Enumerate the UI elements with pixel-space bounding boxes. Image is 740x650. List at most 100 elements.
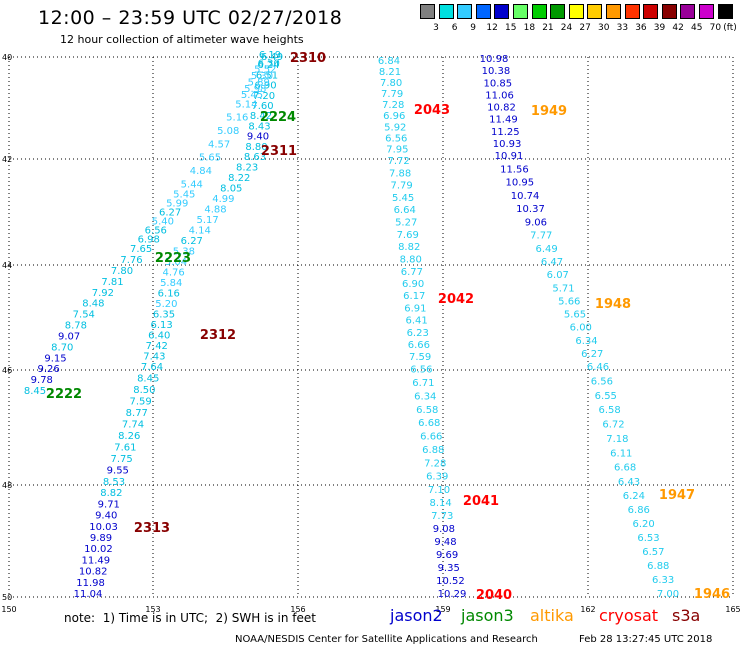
swh-value: 6.13 [150, 320, 172, 331]
swh-value: 10.91 [495, 151, 524, 162]
swh-value: 5.45 [392, 193, 414, 204]
swh-value: 4.57 [208, 139, 230, 150]
swh-value: 7.88 [389, 168, 411, 179]
pass-time-label: 1948 [595, 297, 631, 312]
swh-value: 6.27 [181, 236, 203, 247]
swh-value: 6.24 [623, 491, 645, 502]
swh-value: 7.59 [409, 352, 431, 363]
swh-value: 4.88 [204, 205, 226, 216]
scale-label: 42 [672, 23, 684, 33]
swatch [475, 4, 491, 19]
swatch [568, 4, 584, 19]
pass-time-label: 2041 [463, 494, 499, 509]
satellite-tracks: 6.196.246.516.907.207.608.428.439.408.80… [24, 50, 730, 603]
swh-value: 6.24 [257, 60, 279, 71]
swh-value: 5.65 [199, 153, 221, 164]
swh-value: 6.55 [595, 391, 617, 402]
swh-value: 7.42 [146, 341, 168, 352]
swatch [680, 4, 696, 19]
swatch [420, 4, 435, 19]
swh-value: 6.23 [407, 328, 429, 339]
lat-tick-label: 48 [2, 481, 12, 490]
swh-value: 7.65 [130, 244, 152, 255]
swh-value: 8.53 [103, 477, 125, 488]
swh-value: 7.79 [390, 181, 412, 192]
swh-value: 8.48 [82, 299, 104, 310]
swh-value: 8.80 [245, 142, 267, 153]
swh-value: 9.71 [98, 499, 120, 510]
swh-value: 5.52 [254, 65, 276, 76]
swh-value: 4.99 [212, 194, 234, 205]
swh-value: 7.28 [382, 100, 404, 111]
swh-value: 5.65 [564, 310, 586, 321]
swh-value: 5.45 [241, 90, 263, 101]
swh-value: 6.84 [378, 56, 400, 67]
swh-value: 7.20 [253, 91, 275, 102]
scale-label: (ft) [723, 23, 737, 33]
pass-time-label: 2043 [414, 103, 450, 118]
swh-value: 6.56 [385, 133, 407, 144]
swh-value: 4.76 [162, 268, 184, 279]
swh-value: 5.27 [395, 218, 417, 229]
swh-value: 9.07 [58, 332, 80, 343]
swatch [624, 4, 640, 19]
swh-value: 5.30 [251, 71, 273, 82]
swh-value: 7.64 [141, 362, 163, 373]
swh-value: 4.84 [190, 166, 212, 177]
swh-value: 5.16 [226, 113, 248, 124]
swh-value: 7.60 [251, 101, 273, 112]
swh-value: 7.76 [120, 255, 142, 266]
swh-value: 7.59 [129, 397, 151, 408]
swh-value: 6.49 [261, 52, 283, 63]
pass-time-label: 1949 [531, 104, 567, 119]
track-s3a: 6.196.246.516.907.207.608.428.439.408.80… [74, 50, 326, 600]
swh-value: 6.96 [383, 111, 405, 122]
lon-tick-label: 159 [435, 605, 450, 614]
lat-tick-label: 42 [2, 155, 12, 164]
swh-value: 7.74 [122, 420, 144, 431]
swh-value: 8.63 [244, 152, 266, 163]
scale-label: 21 [542, 23, 554, 33]
swh-value: 8.05 [220, 184, 242, 195]
swh-value: 11.25 [491, 127, 520, 138]
swh-value: 6.90 [254, 81, 276, 92]
swh-value: 9.06 [525, 217, 547, 228]
swh-value: 9.26 [37, 364, 59, 375]
swh-value: 6.16 [158, 289, 180, 300]
pass-time-label: 1947 [659, 488, 695, 503]
swh-value: 10.82 [487, 103, 516, 114]
swh-value: 6.19 [259, 50, 281, 61]
scale-label: 30 [598, 23, 610, 33]
swh-value: 8.43 [248, 121, 270, 132]
legend-altika: altika [530, 606, 574, 625]
scale-label: 18 [523, 23, 536, 33]
swh-value: 5.89 [248, 78, 270, 89]
swatch [606, 4, 621, 19]
swh-value: 6.46 [587, 362, 609, 373]
swh-value: 7.18 [606, 434, 628, 445]
scale-label: 33 [616, 23, 629, 33]
lon-tick-label: 150 [1, 605, 16, 614]
swh-value: 5.14 [235, 99, 257, 110]
swh-value: 6.90 [402, 279, 424, 290]
swh-value: 5.71 [552, 283, 574, 294]
swh-value: 8.22 [228, 173, 250, 184]
swh-value: 5.04 [165, 257, 187, 268]
swh-value: 6.68 [614, 463, 636, 474]
swh-value: 10.93 [493, 139, 522, 150]
swh-value: 5.44 [181, 179, 203, 190]
lat-tick-label: 44 [2, 261, 12, 270]
legend-jason2: jason2 [390, 606, 443, 625]
credit-line: NOAA/NESDIS Center for Satellite Applica… [235, 634, 538, 645]
swatch [661, 4, 677, 19]
swh-value: 6.49 [535, 244, 557, 255]
lat-tick-label: 40 [2, 53, 12, 62]
scale-label: 36 [635, 23, 647, 33]
swh-value: 7.00 [657, 589, 679, 600]
swh-value: 9.15 [44, 353, 66, 364]
swh-value: 10.82 [79, 567, 108, 578]
swh-value: 6.66 [408, 340, 430, 351]
swatch [531, 4, 547, 19]
pass-time-label: 1946 [694, 587, 730, 602]
scale-label: 27 [579, 23, 591, 33]
